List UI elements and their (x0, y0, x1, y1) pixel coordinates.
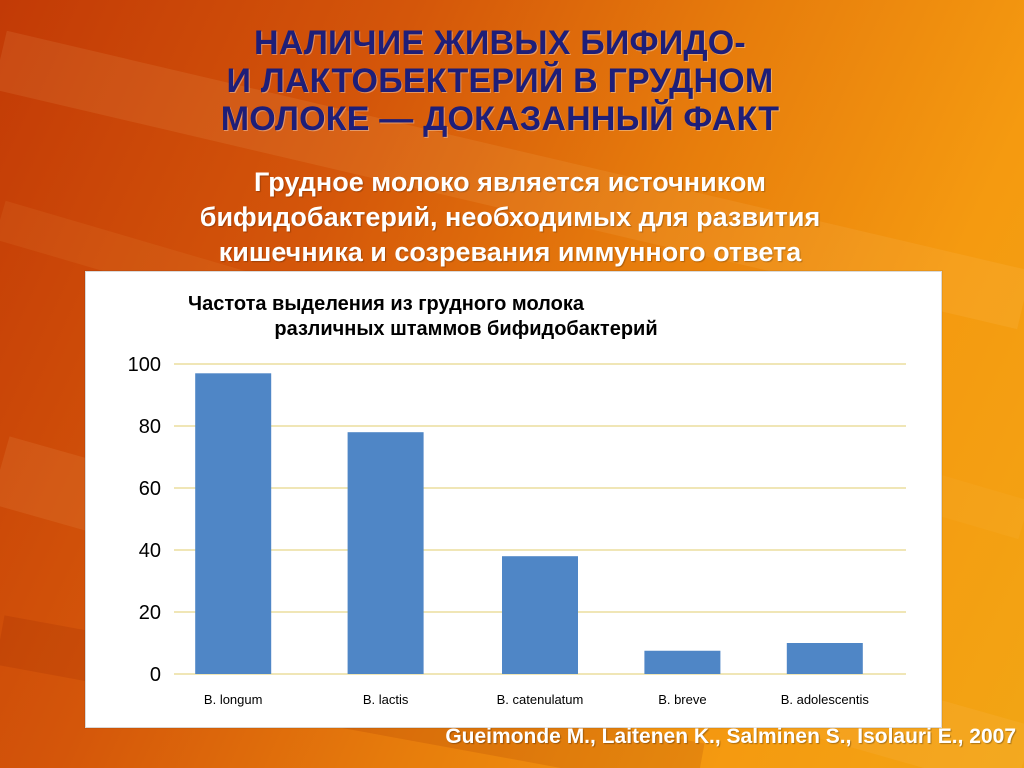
x-tick-label: B. adolescentis (781, 692, 870, 707)
y-tick-label: 20 (139, 602, 161, 624)
y-tick-label: 60 (139, 478, 161, 500)
y-tick-label: 100 (128, 354, 161, 376)
citation: Gueimonde M., Laitenen K., Salminen S., … (445, 725, 1016, 748)
y-tick-label: 40 (139, 540, 161, 562)
y-tick-label: 0 (150, 664, 161, 686)
chart-panel: Частота выделения из грудного молока раз… (85, 271, 942, 728)
y-tick-label: 80 (139, 416, 161, 438)
x-tick-label: B. longum (204, 692, 263, 707)
bar-chart: Частота выделения из грудного молока раз… (128, 293, 906, 707)
bar-b--longum (195, 373, 272, 674)
x-tick-label: B. catenulatum (497, 692, 584, 707)
slide-title: НАЛИЧИЕ ЖИВЫХ БИФИДО- И ЛАКТОБЕКТЕРИЙ В … (220, 24, 780, 138)
x-tick-label: B. breve (658, 692, 706, 707)
chart-title-line: различных штаммов бифидобактерий (274, 318, 657, 340)
bar-b--breve (644, 650, 721, 674)
bar-b--catenulatum (502, 556, 578, 674)
bar-b--adolescentis (786, 643, 863, 674)
x-tick-label: B. lactis (363, 692, 409, 707)
slide-subtitle: Грудное молоко является источником бифид… (199, 167, 821, 267)
bar-b--lactis (347, 432, 424, 674)
chart-title-line: Частота выделения из грудного молока (188, 293, 585, 315)
